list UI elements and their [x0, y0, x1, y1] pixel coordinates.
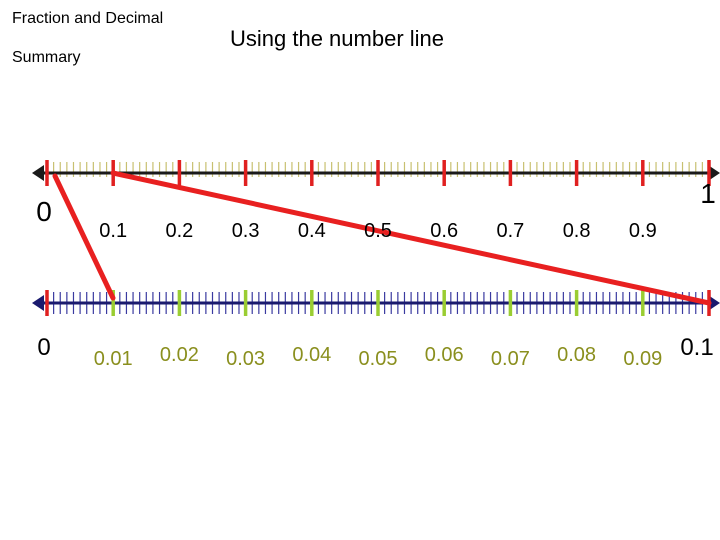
top-axis-left-arrow: [32, 165, 44, 181]
top-line-start-label: 0: [36, 196, 52, 227]
top-tick-label: 0.7: [496, 220, 525, 242]
bottom-tick-label: 0.01: [93, 348, 133, 370]
heading-using-number-line: Using the number line: [230, 26, 445, 51]
top-axis-right-arrow: [708, 165, 720, 181]
top-tick-label: 0.2: [165, 220, 194, 242]
top-line-end-label: 1: [700, 178, 716, 209]
bottom-axis-right-arrow: [708, 295, 720, 311]
bottom-tick-label: 0.09: [623, 348, 663, 370]
bottom-tick-label: 0.08: [557, 344, 597, 366]
bottom-tick-label: 0.04: [292, 344, 332, 366]
bottom-tick-label: 0.07: [490, 348, 530, 370]
zoom-connector-left: [52, 173, 116, 301]
bottom-line-end-label: 0.1: [680, 334, 714, 361]
top-tick-label: 0.1: [99, 220, 128, 242]
top-tick-label: 0.5: [364, 220, 392, 242]
top-tick-label: 0.6: [430, 220, 459, 242]
title-fraction-and-decimal: Fraction and Decimal: [12, 10, 164, 27]
top-tick-label: 0.3: [231, 220, 260, 242]
bottom-tick-label: 0.05: [358, 348, 398, 370]
bottom-line-start-label: 0: [37, 334, 51, 361]
bottom-tick-label: 0.03: [226, 348, 266, 370]
zoom-connector-right: [110, 170, 712, 306]
top-tick-label: 0.8: [562, 220, 591, 242]
top-tick-label: 0.9: [628, 220, 657, 242]
top-tick-label: 0.4: [297, 220, 326, 242]
title-summary: Summary: [12, 49, 81, 66]
bottom-axis-left-arrow: [32, 295, 44, 311]
bottom-tick-label: 0.02: [159, 344, 199, 366]
bottom-tick-label: 0.06: [424, 344, 464, 366]
